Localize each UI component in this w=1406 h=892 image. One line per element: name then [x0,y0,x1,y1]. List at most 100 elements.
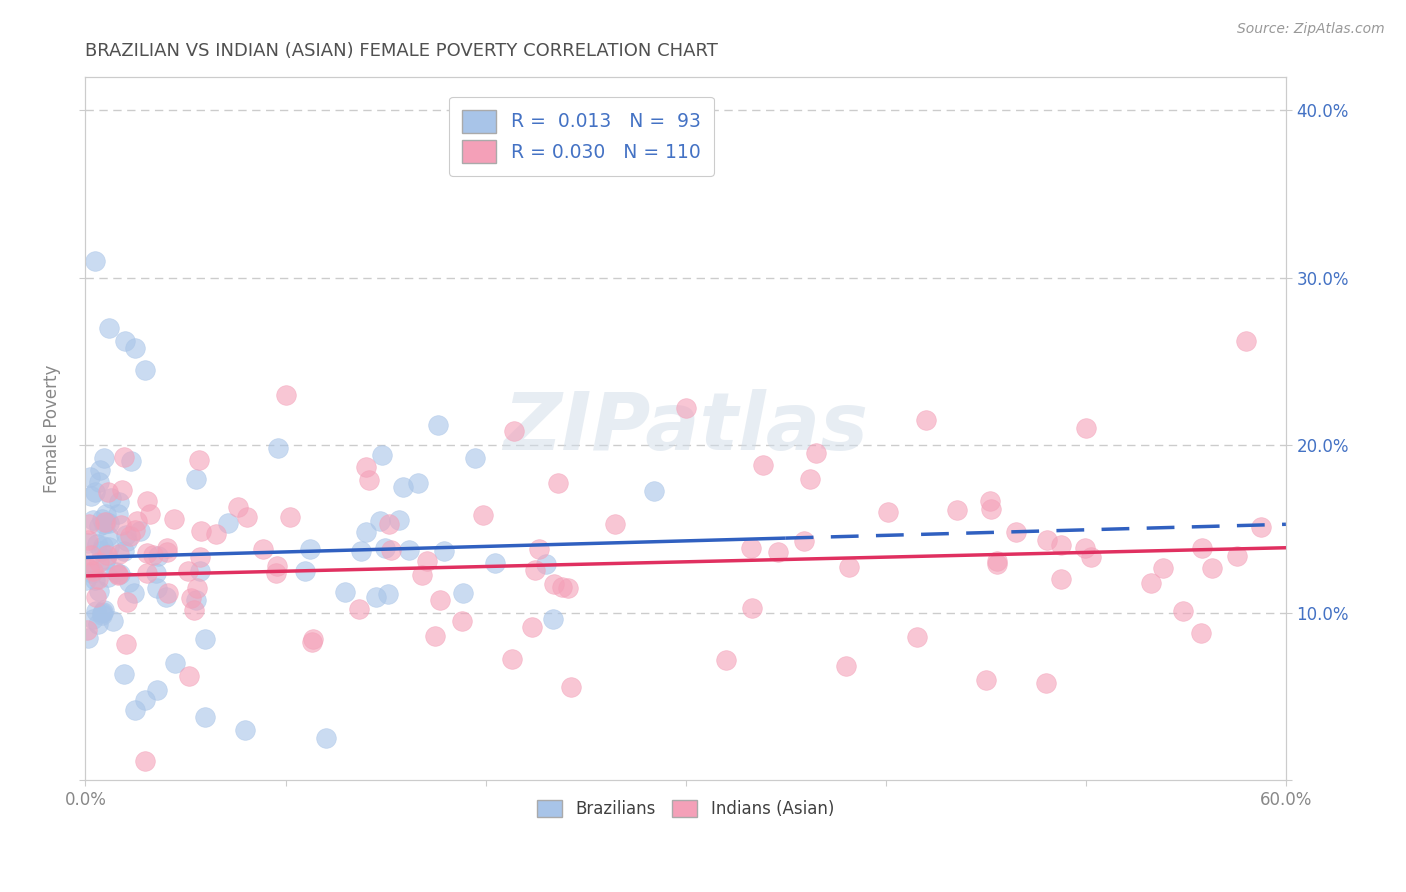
Point [112,543,135,558]
Point [411,567,433,582]
Point [76,536,98,550]
Point [368,514,391,528]
Point [115,534,138,549]
Point [1080,550,1102,565]
Point [547,475,569,490]
Point [433,544,456,558]
Point [264,566,287,580]
Point [333,585,356,599]
Point [118,574,141,589]
Point [76,533,98,547]
Point [877,505,900,519]
Point [145,566,167,581]
Point [315,731,337,746]
Point [1140,575,1163,590]
Point [416,553,439,567]
Legend: Brazilians, Indians (Asian): Brazilians, Indians (Asian) [530,793,841,825]
Point [378,517,401,532]
Point [91,539,114,553]
Point [107,567,129,582]
Point [112,450,135,465]
Point [217,516,239,531]
Point [986,554,1008,568]
Point [87,555,110,569]
Point [793,534,815,549]
Point [945,503,967,517]
Point [93,603,115,617]
Point [165,656,187,670]
Point [799,472,821,486]
Point [714,653,737,667]
Point [104,565,127,579]
Point [349,602,371,616]
Point [529,542,551,557]
Point [190,524,212,539]
Point [541,612,564,626]
Point [134,754,156,768]
Point [82,564,104,578]
Point [82,513,104,527]
Point [226,500,249,514]
Text: Source: ZipAtlas.com: Source: ZipAtlas.com [1237,22,1385,37]
Point [84,604,107,618]
Point [523,563,546,577]
Point [124,341,146,355]
Point [294,564,316,578]
Point [205,527,228,541]
Point [183,603,205,617]
Point [675,401,697,416]
Point [136,566,159,580]
Point [124,703,146,717]
Point [1234,334,1257,349]
Point [1035,676,1057,690]
Point [142,548,165,562]
Point [155,591,177,605]
Point [914,413,936,427]
Point [84,573,107,587]
Point [188,565,211,579]
Point [96,552,118,566]
Point [484,556,506,570]
Point [274,388,297,402]
Point [125,514,148,528]
Point [543,576,565,591]
Point [560,681,582,695]
Point [107,507,129,521]
Point [93,450,115,465]
Point [266,558,288,573]
Point [1152,561,1174,575]
Point [766,545,789,559]
Point [186,581,208,595]
Point [429,592,451,607]
Point [180,591,202,605]
Point [1226,549,1249,563]
Point [235,509,257,524]
Point [1036,533,1059,547]
Point [188,550,211,565]
Point [94,516,117,530]
Point [96,507,118,521]
Point [179,669,201,683]
Point [520,620,543,634]
Point [534,557,557,571]
Point [1074,541,1097,556]
Point [1201,561,1223,575]
Point [96,549,118,563]
Point [97,570,120,584]
Point [80,548,103,562]
Point [93,516,115,531]
Point [835,659,858,673]
Point [87,584,110,599]
Point [451,586,474,600]
Point [98,516,121,530]
Point [114,334,136,349]
Point [107,494,129,508]
Point [90,512,112,526]
Point [752,458,775,472]
Point [124,585,146,599]
Point [83,485,105,500]
Point [89,463,111,477]
Point [156,541,179,555]
Point [501,652,523,666]
Point [1189,626,1212,640]
